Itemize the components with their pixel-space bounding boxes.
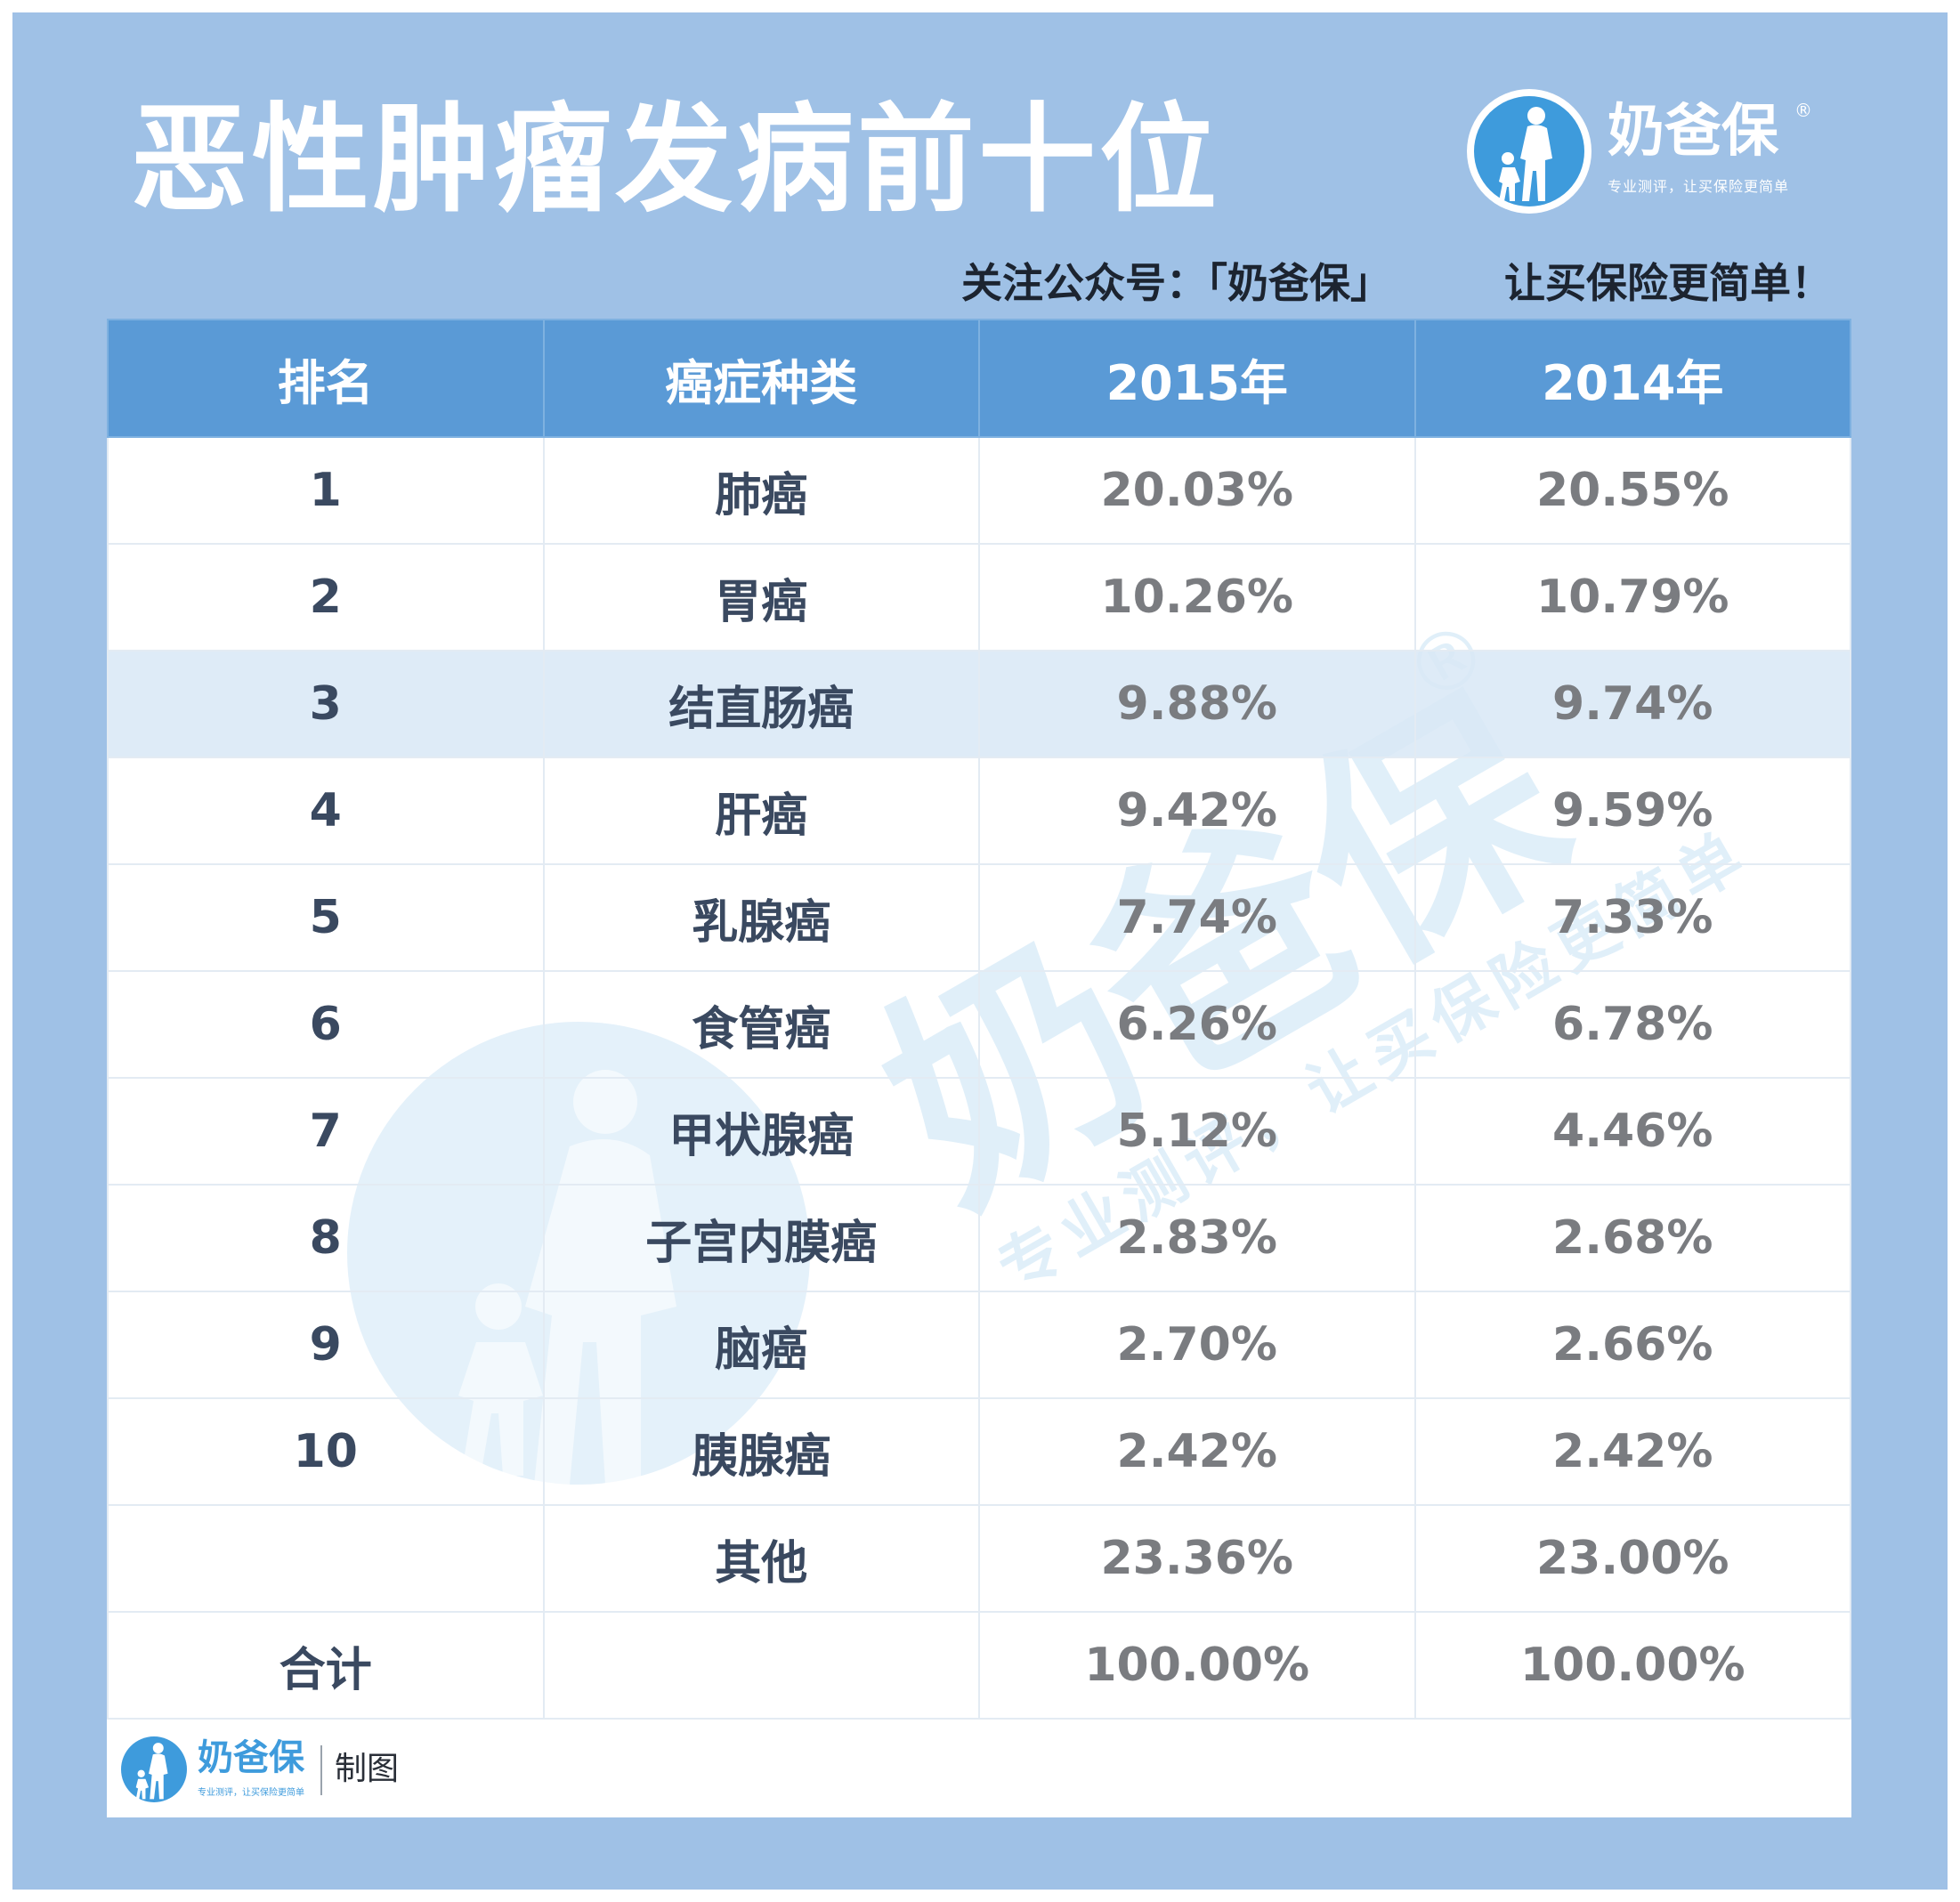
table-row: 4 肝癌 9.42% 9.59% [107, 757, 1851, 865]
rank-cell: 8 [107, 1184, 545, 1292]
value-2015-cell: 6.26% [978, 970, 1416, 1079]
footer-slogan: 专业测评，让买保险更简单 [198, 1788, 304, 1798]
footer-credit: 奶爸保 专业测评，让买保险更简单 制图 [107, 1720, 1851, 1817]
table-row-other: 其他 23.36% 23.00% [107, 1504, 1851, 1613]
cancer-type-cell: 甲状腺癌 [542, 1077, 980, 1186]
brand-name: 奶爸保 [1608, 99, 1778, 165]
value-2015-cell: 9.42% [978, 757, 1416, 865]
total-2015-cell: 100.00% [978, 1611, 1416, 1720]
table-row: 10 胰腺癌 2.42% 2.42% [107, 1397, 1851, 1506]
table-row-highlighted: 3 结直肠癌 9.88% 9.74% [107, 650, 1851, 758]
cancer-type-cell: 食管癌 [542, 970, 980, 1079]
footer-divider [320, 1745, 322, 1795]
page-title: 恶性肿瘤发病前十位 [131, 92, 1220, 229]
cancer-type-cell [542, 1611, 980, 1720]
rank-cell: 3 [107, 650, 545, 758]
rank-cell: 4 [107, 757, 545, 865]
value-2015-cell: 5.12% [978, 1077, 1416, 1186]
header-2015: 2015年 [978, 319, 1416, 438]
rank-cell: 1 [107, 436, 545, 545]
table-row: 8 子宫内膜癌 2.83% 2.68% [107, 1184, 1851, 1292]
table-row: 9 脑癌 2.70% 2.66% [107, 1291, 1851, 1399]
rank-cell: 5 [107, 863, 545, 972]
header-rank: 排名 [107, 319, 545, 438]
follow-account-text: 关注公众号：「奶爸保」 [961, 259, 1391, 307]
value-2015-cell: 2.83% [978, 1184, 1416, 1292]
value-2015-cell: 2.70% [978, 1291, 1416, 1399]
value-2014-cell: 7.33% [1413, 863, 1851, 972]
value-2015-cell: 7.74% [978, 863, 1416, 972]
cancer-type-cell: 乳腺癌 [542, 863, 980, 972]
table-row: 7 甲状腺癌 5.12% 4.46% [107, 1077, 1851, 1186]
value-2015-cell: 20.03% [978, 436, 1416, 545]
brand-slogan: 专业测评，让买保险更简单 [1608, 178, 1790, 195]
value-2014-cell: 23.00% [1413, 1504, 1851, 1613]
table-row: 6 食管癌 6.26% 6.78% [107, 970, 1851, 1079]
rank-cell: 9 [107, 1291, 545, 1399]
value-2014-cell: 9.74% [1413, 650, 1851, 758]
value-2014-cell: 6.78% [1413, 970, 1851, 1079]
brand-registered-mark: ® [1794, 100, 1812, 121]
cancer-type-cell: 结直肠癌 [542, 650, 980, 758]
rank-cell: 2 [107, 543, 545, 652]
header-cancer-type: 癌症种类 [542, 319, 980, 438]
cancer-type-cell: 肺癌 [542, 436, 980, 545]
brand-logo-circle [1467, 89, 1591, 214]
table-row-total: 合计 100.00% 100.00% [107, 1611, 1851, 1720]
value-2015-cell: 23.36% [978, 1504, 1416, 1613]
header-2014: 2014年 [1413, 319, 1851, 438]
cancer-type-cell: 胰腺癌 [542, 1397, 980, 1506]
cancer-type-cell: 胃癌 [542, 543, 980, 652]
table-row: 2 胃癌 10.26% 10.79% [107, 543, 1851, 652]
rank-cell [107, 1504, 545, 1613]
value-2014-cell: 9.59% [1413, 757, 1851, 865]
cancer-type-cell: 其他 [542, 1504, 980, 1613]
parent-child-icon [121, 1736, 187, 1802]
value-2014-cell: 2.66% [1413, 1291, 1851, 1399]
footer-brand-name: 奶爸保 [198, 1737, 304, 1778]
value-2014-cell: 2.42% [1413, 1397, 1851, 1506]
rank-cell: 6 [107, 970, 545, 1079]
total-label-cell: 合计 [107, 1611, 545, 1720]
value-2014-cell: 20.55% [1413, 436, 1851, 545]
table-row: 1 肺癌 20.03% 20.55% [107, 436, 1851, 545]
cancer-type-cell: 肝癌 [542, 757, 980, 865]
slogan-text: 让买保险更简单！ [1504, 259, 1832, 307]
footer-label: 制图 [335, 1751, 400, 1787]
value-2015-cell: 9.88% [978, 650, 1416, 758]
table-panel: 奶爸保 ® 专业测评，让买保险更简单 排名 癌症种类 2015年 2014年 1… [107, 319, 1851, 1817]
value-2014-cell: 2.68% [1413, 1184, 1851, 1292]
rank-cell: 7 [107, 1077, 545, 1186]
value-2015-cell: 10.26% [978, 543, 1416, 652]
cancer-type-cell: 子宫内膜癌 [542, 1184, 980, 1292]
value-2014-cell: 4.46% [1413, 1077, 1851, 1186]
brand-logo: 奶爸保 ® 专业测评，让买保险更简单 [1467, 89, 1823, 214]
total-2014-cell: 100.00% [1413, 1611, 1851, 1720]
rank-cell: 10 [107, 1397, 545, 1506]
cancer-type-cell: 脑癌 [542, 1291, 980, 1399]
cancer-ranking-table: 排名 癌症种类 2015年 2014年 1 肺癌 20.03% 20.55% 2… [107, 319, 1851, 1720]
value-2014-cell: 10.79% [1413, 543, 1851, 652]
parent-child-icon [1474, 96, 1584, 206]
value-2015-cell: 2.42% [978, 1397, 1416, 1506]
table-header-row: 排名 癌症种类 2015年 2014年 [107, 319, 1851, 438]
table-row: 5 乳腺癌 7.74% 7.33% [107, 863, 1851, 972]
